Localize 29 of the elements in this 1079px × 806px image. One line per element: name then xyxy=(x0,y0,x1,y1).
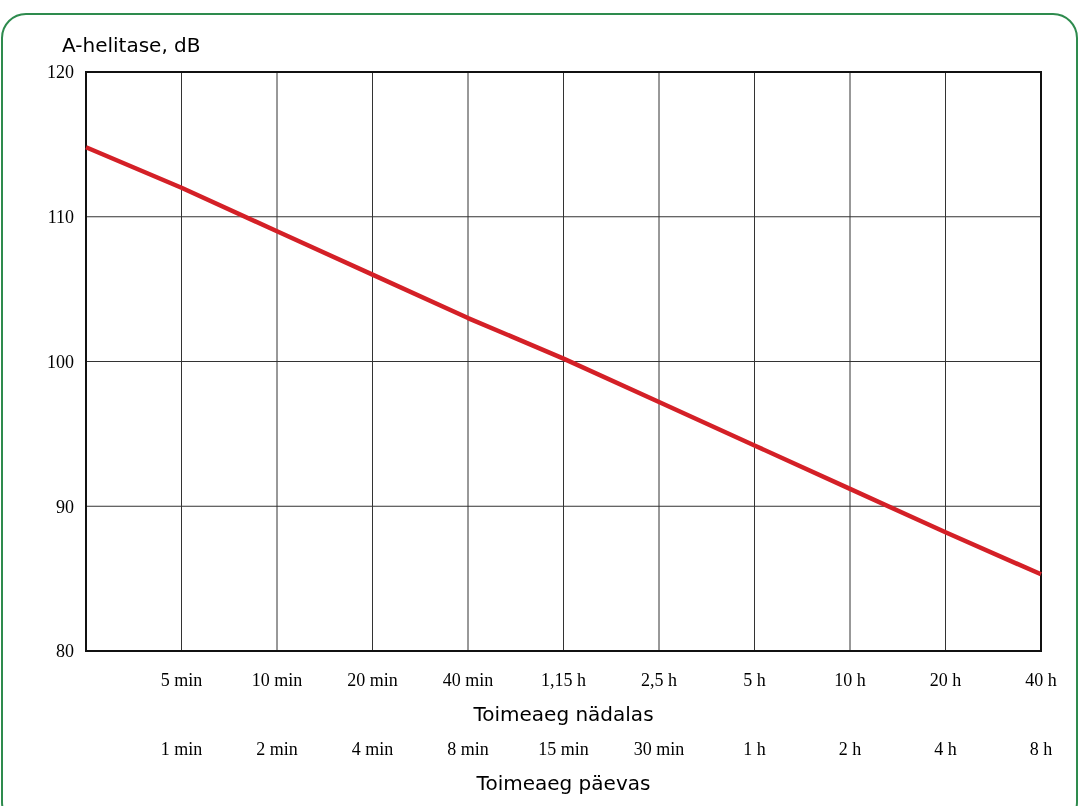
y-tick-label: 90 xyxy=(56,496,74,517)
y-axis-title: A-helitase, dB xyxy=(62,33,201,57)
x2-axis-title: Toimeaeg päevas xyxy=(475,771,651,795)
x-tick-label: 5 h xyxy=(743,670,766,690)
text: 8 h xyxy=(1029,739,1053,759)
text: 1 min xyxy=(160,739,203,759)
x-tick-label: 20 min xyxy=(347,670,398,690)
x-axis-title: Toimeaeg nädalas xyxy=(472,702,654,726)
x-tick-label: 2,5 h xyxy=(641,670,677,690)
y-tick-label: 120 xyxy=(47,62,74,83)
x-tick-label: 10 min xyxy=(251,670,303,690)
x-tick-label: 40 min xyxy=(442,670,494,690)
line-series xyxy=(83,145,1044,577)
x-tick-label: 1,15 h xyxy=(541,670,586,690)
y-tick-label: 110 xyxy=(47,207,74,228)
text: 8 min xyxy=(447,739,489,759)
y-tick-label: 100 xyxy=(47,351,74,372)
text: 30 min xyxy=(633,739,685,759)
x-tick-label: 40 h xyxy=(1025,670,1057,690)
text: 4 h xyxy=(934,739,957,759)
y-tick-label: 80 xyxy=(56,641,74,662)
text: 4 min xyxy=(351,739,394,759)
text: 1 h xyxy=(743,739,766,759)
x-tick-label: 20 h xyxy=(929,670,962,690)
text: 2 h xyxy=(838,739,862,759)
text: 15 min xyxy=(538,739,589,759)
text: 2 min xyxy=(256,739,298,759)
x-tick-label: 5 min xyxy=(160,670,203,690)
x-tick-label: 10 h xyxy=(834,670,866,690)
